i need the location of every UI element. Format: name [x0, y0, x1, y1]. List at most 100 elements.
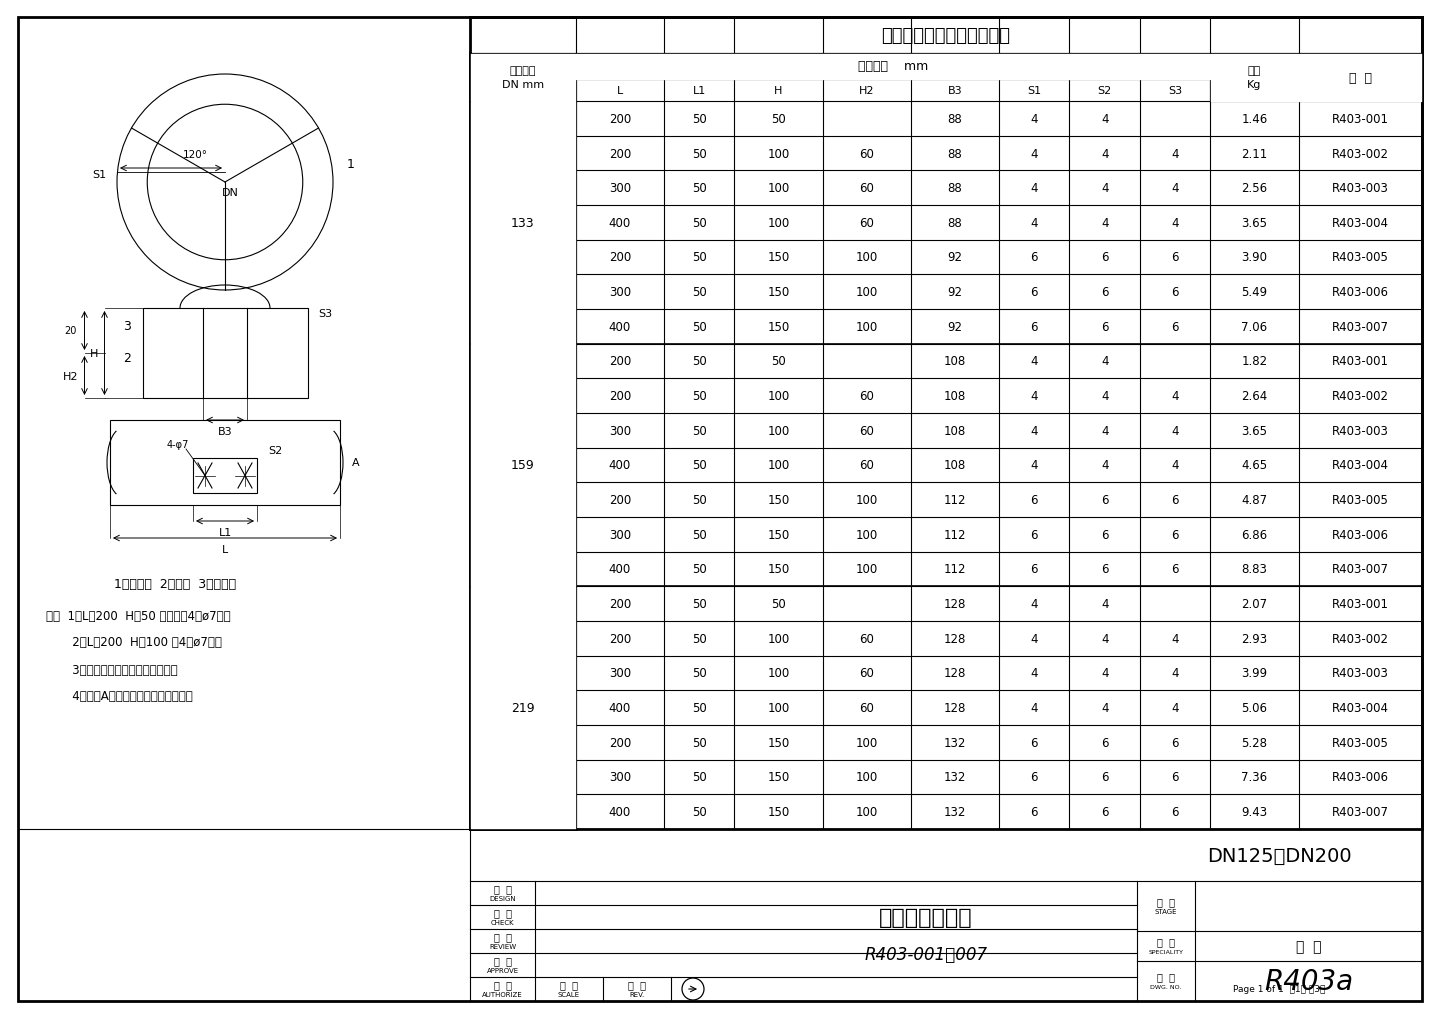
Text: 4: 4	[1031, 701, 1038, 714]
Text: 6: 6	[1171, 286, 1179, 299]
Text: 150: 150	[768, 528, 789, 541]
Text: 3、曲面槽亦可用焊接代替煎弯。: 3、曲面槽亦可用焊接代替煎弯。	[46, 662, 177, 676]
Text: 比  例: 比 例	[560, 979, 577, 989]
Text: 5.06: 5.06	[1241, 701, 1267, 714]
Text: 8.83: 8.83	[1241, 562, 1267, 576]
Text: 400: 400	[609, 321, 631, 333]
Text: 150: 150	[768, 805, 789, 818]
Text: 6: 6	[1102, 562, 1109, 576]
Text: 100: 100	[768, 666, 789, 680]
Text: 6: 6	[1171, 770, 1179, 784]
Text: S3: S3	[1168, 86, 1182, 96]
Text: 300: 300	[609, 425, 631, 437]
Text: 50: 50	[691, 356, 707, 368]
Text: 4: 4	[1171, 182, 1179, 195]
Text: 60: 60	[860, 148, 874, 160]
Text: 200: 200	[609, 736, 631, 749]
Text: 4: 4	[1171, 459, 1179, 472]
Text: 2.64: 2.64	[1241, 390, 1267, 403]
Text: 128: 128	[943, 632, 966, 645]
Text: 6: 6	[1031, 736, 1038, 749]
Text: 92: 92	[948, 321, 962, 333]
Text: 4.87: 4.87	[1241, 493, 1267, 506]
Text: S2: S2	[268, 445, 282, 455]
Text: 50: 50	[691, 666, 707, 680]
Text: 50: 50	[691, 252, 707, 264]
Text: 4: 4	[1102, 217, 1109, 229]
Text: H2: H2	[858, 86, 874, 96]
Text: 200: 200	[609, 148, 631, 160]
Text: 4: 4	[1171, 217, 1179, 229]
Text: 50: 50	[691, 632, 707, 645]
Text: 50: 50	[691, 425, 707, 437]
Text: 6: 6	[1171, 805, 1179, 818]
Text: 4: 4	[1102, 113, 1109, 125]
Text: 50: 50	[691, 562, 707, 576]
Text: DWG. NO.: DWG. NO.	[1151, 983, 1182, 988]
Text: 4: 4	[1102, 632, 1109, 645]
Text: 重量: 重量	[1248, 66, 1261, 76]
Text: 4、尺寸A应根据管道保温厚度决定。: 4、尺寸A应根据管道保温厚度决定。	[46, 690, 193, 703]
Text: R403-001: R403-001	[1332, 356, 1388, 368]
Text: 92: 92	[948, 252, 962, 264]
Text: 300: 300	[609, 770, 631, 784]
Text: 112: 112	[943, 528, 966, 541]
Text: 132: 132	[943, 770, 966, 784]
Text: H: H	[775, 86, 783, 96]
Text: 100: 100	[855, 805, 878, 818]
Text: 1.82: 1.82	[1241, 356, 1267, 368]
Text: 100: 100	[855, 770, 878, 784]
Text: 50: 50	[772, 356, 786, 368]
Text: 50: 50	[691, 736, 707, 749]
Text: SCALE: SCALE	[557, 991, 580, 997]
Text: 设  计: 设 计	[494, 883, 511, 893]
Text: 5.28: 5.28	[1241, 736, 1267, 749]
Text: 50: 50	[691, 493, 707, 506]
Text: 4: 4	[1102, 356, 1109, 368]
Text: 6: 6	[1102, 736, 1109, 749]
Text: 100: 100	[768, 217, 789, 229]
Text: 6: 6	[1171, 562, 1179, 576]
Text: 200: 200	[609, 113, 631, 125]
Text: 4: 4	[1031, 390, 1038, 403]
Text: 6: 6	[1171, 493, 1179, 506]
Text: R403-006: R403-006	[1332, 528, 1388, 541]
Text: 100: 100	[768, 390, 789, 403]
Text: 6: 6	[1171, 528, 1179, 541]
Text: 审  核: 审 核	[494, 931, 511, 942]
Text: 300: 300	[609, 666, 631, 680]
Text: R403-004: R403-004	[1332, 217, 1388, 229]
Text: 100: 100	[768, 459, 789, 472]
Text: 120°: 120°	[183, 150, 207, 160]
Text: S3: S3	[318, 309, 333, 319]
Text: 2.07: 2.07	[1241, 597, 1267, 610]
Text: 50: 50	[691, 113, 707, 125]
Text: R403-004: R403-004	[1332, 701, 1388, 714]
Text: 100: 100	[768, 425, 789, 437]
Text: 150: 150	[768, 562, 789, 576]
Text: R403-002: R403-002	[1332, 148, 1388, 160]
Text: 注：  1、L＝200  H＝50 无肋板和4－ø7孔。: 注： 1、L＝200 H＝50 无肋板和4－ø7孔。	[46, 609, 230, 622]
Text: 50: 50	[691, 321, 707, 333]
Text: 60: 60	[860, 182, 874, 195]
Text: R403-001: R403-001	[1332, 597, 1388, 610]
Text: 6: 6	[1031, 528, 1038, 541]
Text: R403-001～007: R403-001～007	[864, 945, 988, 963]
Text: 7.36: 7.36	[1241, 770, 1267, 784]
Text: 4: 4	[1171, 666, 1179, 680]
Text: 50: 50	[772, 113, 786, 125]
Text: 1.46: 1.46	[1241, 113, 1267, 125]
Text: 200: 200	[609, 493, 631, 506]
Text: 60: 60	[860, 390, 874, 403]
Text: 100: 100	[855, 528, 878, 541]
Text: 6: 6	[1171, 736, 1179, 749]
Text: R403-005: R403-005	[1332, 252, 1388, 264]
Text: 100: 100	[768, 701, 789, 714]
Text: S1: S1	[92, 170, 107, 179]
Text: 400: 400	[609, 701, 631, 714]
Text: 400: 400	[609, 805, 631, 818]
Text: 4: 4	[1102, 701, 1109, 714]
Text: 4: 4	[1031, 459, 1038, 472]
Text: 50: 50	[691, 148, 707, 160]
Text: 版  次: 版 次	[628, 979, 647, 989]
